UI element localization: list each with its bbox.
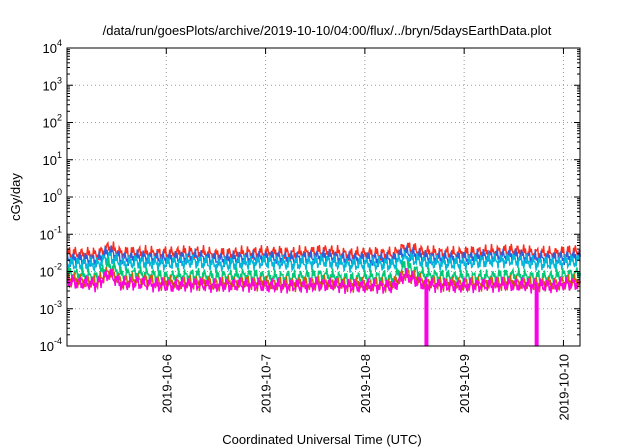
- y-tick-label: 100: [43, 187, 62, 205]
- y-tick-label: 10-1: [40, 224, 62, 242]
- chart-title: /data/run/goesPlots/archive/2019-10-10/0…: [103, 23, 552, 38]
- series-line: [66, 268, 581, 295]
- y-tick-label: 10-4: [40, 336, 62, 354]
- series-line: [66, 249, 581, 274]
- x-tick-label: 2019-10-9: [457, 354, 472, 413]
- y-tick-label: 101: [43, 150, 62, 168]
- series-dropout: [424, 286, 429, 346]
- y-axis-label: cGy/day: [8, 173, 23, 221]
- y-tick-label: 10-3: [40, 299, 62, 317]
- x-axis-label: Coordinated Universal Time (UTC): [222, 432, 421, 447]
- y-tick-label: 104: [43, 38, 62, 56]
- series-layer: [66, 240, 581, 346]
- y-tick-label: 10-2: [40, 262, 62, 280]
- y-tick-label: 103: [43, 75, 62, 93]
- plot-frame: [66, 47, 581, 347]
- grid-layer: [67, 48, 580, 346]
- x-tick-label: 2019-10-10: [556, 354, 571, 421]
- y-tick-label: 102: [43, 113, 62, 131]
- axis-layer: 10-4 10-3 10-2 10-1 100 101 102 103 104 2019-10-6…: [40, 38, 581, 421]
- x-tick-label: 2019-10-7: [259, 354, 274, 413]
- series-dropout: [534, 286, 539, 346]
- x-tick-label: 2019-10-8: [358, 354, 373, 413]
- x-tick-label: 2019-10-6: [159, 354, 174, 413]
